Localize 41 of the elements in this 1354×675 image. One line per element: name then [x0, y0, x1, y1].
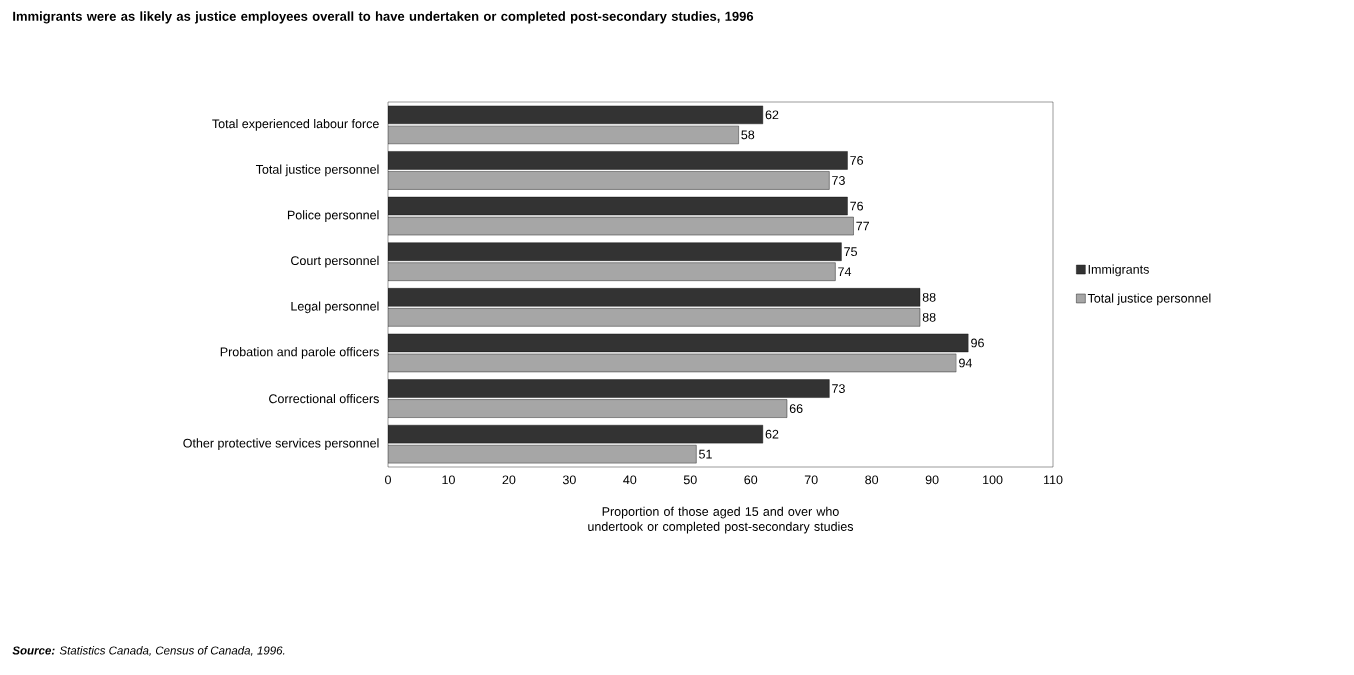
data-label: 74 — [838, 267, 852, 276]
data-label: 62 — [765, 429, 779, 439]
y-tick-label: Legal personnel — [291, 301, 379, 314]
data-label: 73 — [832, 384, 845, 393]
chart-title: Immigrants were as likely as justice employees overall to have undertaken or completed post-secondary studies, 1996 — [13, 11, 754, 24]
x-tick-label: 0 — [385, 475, 391, 485]
y-tick-label: Probation and parole officers — [220, 347, 379, 359]
y-tick-label: Court personnel — [291, 255, 379, 268]
data-label: 58 — [741, 130, 755, 140]
x-tick-label: 20 — [502, 475, 516, 485]
y-tick-label: Police personnel — [287, 210, 379, 222]
x-tick-label: 100 — [983, 475, 1003, 485]
x-tick-label: 80 — [865, 475, 879, 485]
text: Source: Statistics Canada, Census of Canada, 1996. — [12, 646, 285, 656]
y-tick-label: Other protective services personnel — [183, 438, 379, 451]
y-tick-label: Total experienced labour force — [212, 118, 379, 131]
data-label: 51 — [699, 449, 712, 459]
data-label: 76 — [850, 156, 864, 165]
data-label: 96 — [971, 338, 984, 348]
x-tick-label: 10 — [442, 475, 455, 485]
x-tick-label: 110 — [1044, 475, 1063, 485]
data-label: 76 — [850, 201, 864, 211]
data-label: 62 — [765, 110, 779, 120]
x-tick-label: 30 — [562, 475, 576, 485]
data-label: 88 — [922, 292, 936, 302]
x-axis-title: Proportion of those aged 15 and over who undertook or completed post-secondary studies — [588, 506, 854, 534]
legend-label: Immigrants — [1088, 264, 1149, 277]
legend-label: Total justice personnel — [1087, 293, 1211, 306]
x-tick-label: 90 — [925, 475, 939, 485]
x-tick-label: 40 — [623, 475, 637, 485]
data-label: 66 — [789, 404, 803, 413]
data-label: 75 — [844, 247, 857, 257]
x-tick-label: 50 — [683, 475, 697, 485]
data-label: 94 — [959, 358, 973, 368]
x-tick-label: 70 — [804, 475, 818, 485]
data-label: 88 — [922, 312, 936, 322]
x-tick-label: 60 — [744, 475, 758, 485]
y-tick-label: Total justice personnel — [255, 164, 379, 177]
data-label: 77 — [856, 221, 869, 231]
data-label: 73 — [832, 176, 845, 185]
y-tick-label: Correctional officers — [269, 393, 379, 404]
